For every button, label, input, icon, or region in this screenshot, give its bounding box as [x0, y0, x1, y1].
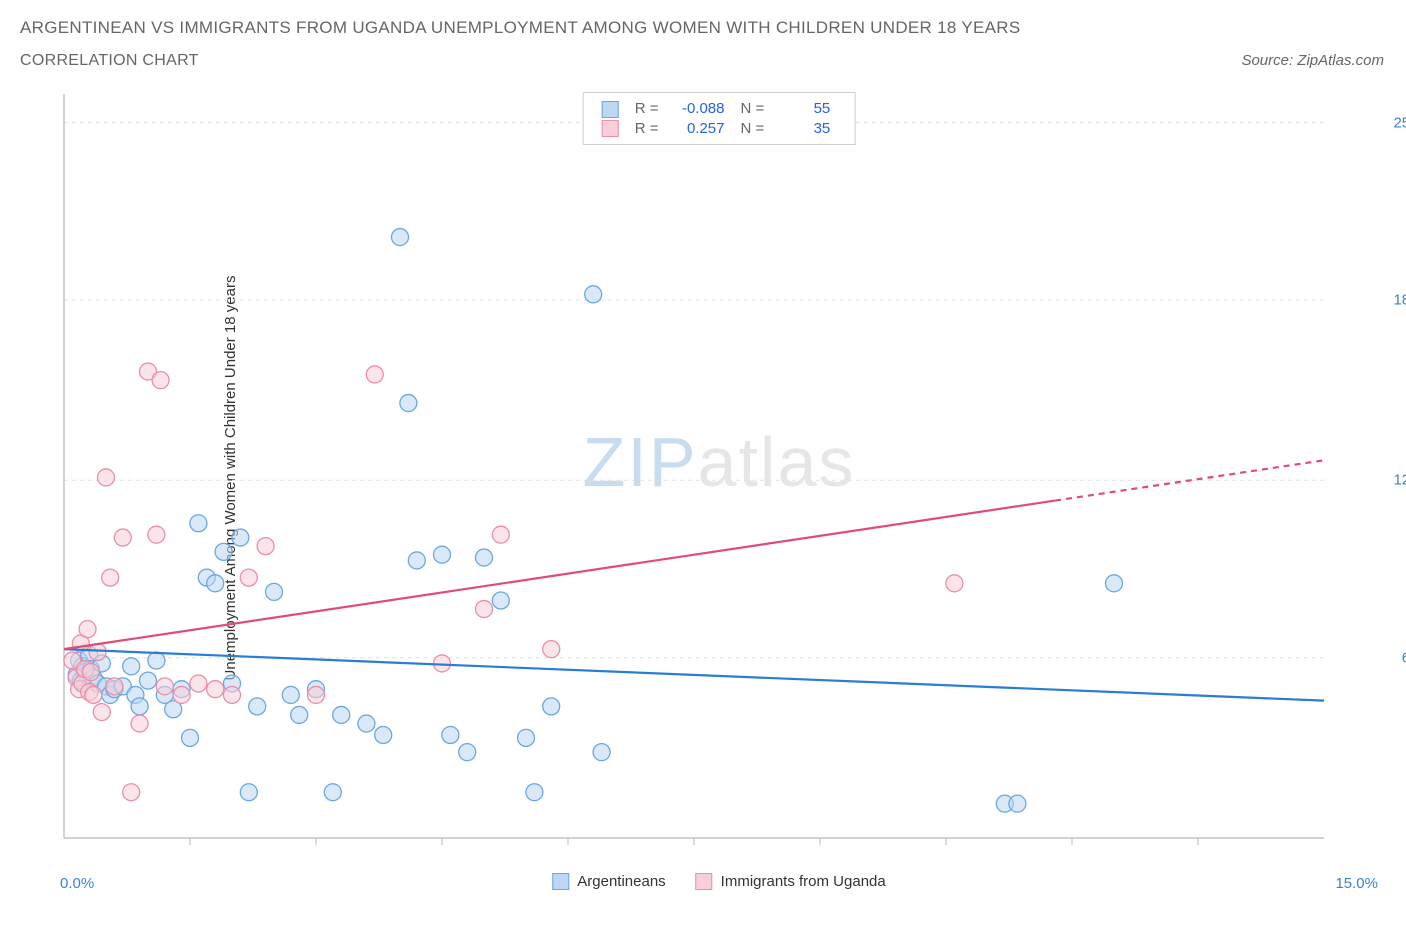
chart-area: Unemployment Among Women with Children U…	[54, 88, 1384, 868]
y-tick-label: 12.5%	[1393, 472, 1406, 489]
chart-title: ARGENTINEAN VS IMMIGRANTS FROM UGANDA UN…	[0, 0, 1406, 44]
source-label: Source: ZipAtlas.com	[1241, 52, 1384, 69]
r-value-1: 0.257	[675, 120, 725, 137]
legend-item-uganda: Immigrants from Uganda	[696, 873, 886, 890]
y-tick-label: 18.8%	[1393, 292, 1406, 309]
y-tick-label: 6.3%	[1402, 649, 1406, 666]
legend-label-uganda: Immigrants from Uganda	[721, 873, 886, 890]
chart-subtitle: CORRELATION CHART	[20, 52, 199, 70]
scatter-plot-svg	[54, 88, 1384, 868]
legend-swatch-argentineans-b	[552, 873, 569, 890]
n-value-0: 55	[780, 100, 830, 117]
n-label-0: N =	[741, 100, 765, 117]
legend-swatch-uganda	[602, 120, 619, 137]
r-label-1: R =	[635, 120, 659, 137]
legend-row-series-1: R = 0.257 N = 35	[594, 119, 839, 139]
subtitle-row: CORRELATION CHART Source: ZipAtlas.com	[0, 44, 1406, 80]
legend-item-argentineans: Argentineans	[552, 873, 665, 890]
legend-swatch-argentineans	[602, 101, 619, 118]
legend-series: Argentineans Immigrants from Uganda	[552, 873, 885, 890]
legend-correlation-box: R = -0.088 N = 55 R = 0.257 N = 35	[583, 92, 856, 145]
x-axis-min-label: 0.0%	[60, 875, 94, 892]
y-tick-label: 25.0%	[1393, 114, 1406, 131]
x-axis-max-label: 15.0%	[1335, 875, 1378, 892]
r-value-0: -0.088	[675, 100, 725, 117]
legend-row-series-0: R = -0.088 N = 55	[594, 99, 839, 119]
legend-label-argentineans: Argentineans	[577, 873, 665, 890]
legend-swatch-uganda-b	[696, 873, 713, 890]
n-label-1: N =	[741, 120, 765, 137]
n-value-1: 35	[780, 120, 830, 137]
r-label-0: R =	[635, 100, 659, 117]
